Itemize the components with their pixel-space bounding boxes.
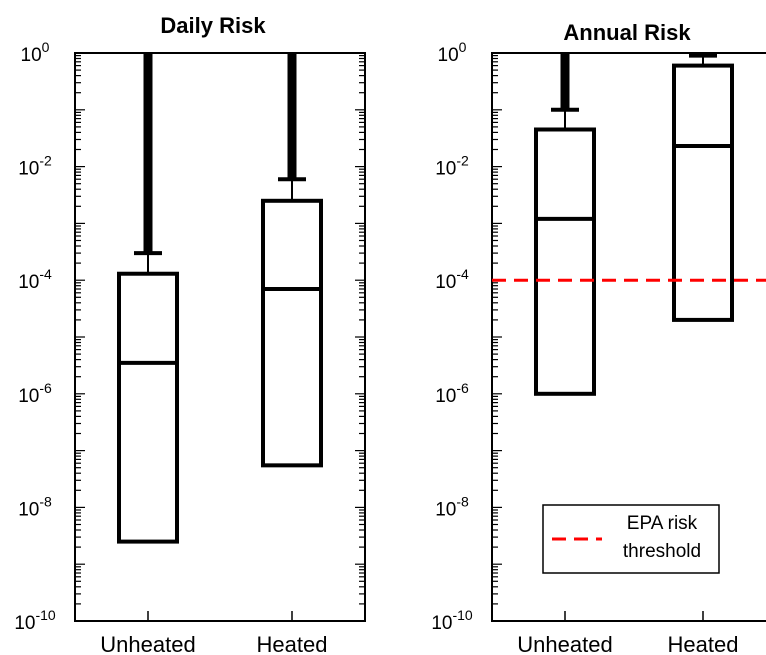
box [117,271,179,544]
y-tick-label: 10-8 [18,493,52,520]
y-tick-label: 10-6 [435,380,469,407]
y-tick-label: 100 [21,39,50,66]
y-tick-label: 10-6 [18,380,52,407]
annual-risk-panel: Annual Risk 100 10-2 10-4 10-6 10-8 10-10 Unh… [431,20,766,655]
daily-y-tick-labels: 100 10-2 10-4 10-6 10-8 10-10 [14,39,56,634]
legend: EPA risk threshold [542,504,720,574]
y-tick-label: 10-2 [435,153,469,180]
box [534,127,596,396]
annual-x-label-heated: Heated [668,632,739,655]
daily-risk-title: Daily Risk [160,13,266,38]
annual-minor-ticks [492,53,704,622]
y-tick-label: 10-4 [435,266,469,293]
daily-minor-ticks [75,53,365,622]
y-tick-label: 10-8 [435,493,469,520]
y-tick-label: 10-10 [14,607,56,634]
legend-box [542,504,720,574]
y-tick-label: 10-10 [431,607,473,634]
annual-y-tick-labels: 100 10-2 10-4 10-6 10-8 10-10 [431,39,473,634]
legend-label-line2: threshold [623,541,701,562]
box [261,198,323,468]
legend-label-line1: EPA risk [627,513,698,534]
daily-boxes [117,53,323,544]
daily-x-label-unheated: Unheated [100,632,195,655]
daily-risk-panel: Daily Risk 100 10-2 10-4 10-6 10-8 10-10 Unhe… [14,13,366,655]
annual-boxes [534,53,734,396]
box [672,63,734,322]
annual-risk-title: Annual Risk [563,20,691,45]
y-tick-label: 100 [438,39,467,66]
annual-x-label-unheated: Unheated [517,632,612,655]
y-tick-label: 10-4 [18,266,52,293]
daily-x-label-heated: Heated [257,632,328,655]
y-tick-label: 10-2 [18,153,52,180]
